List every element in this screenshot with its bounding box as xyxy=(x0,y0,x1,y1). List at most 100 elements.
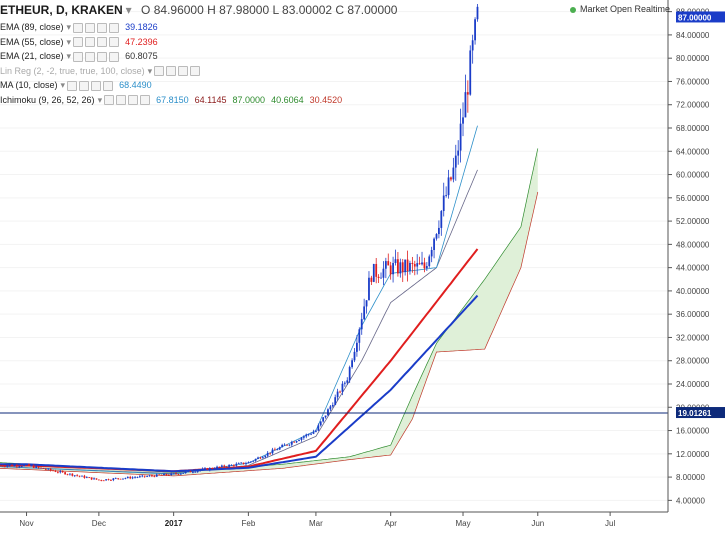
candle-body xyxy=(88,477,91,479)
candle-body xyxy=(83,475,86,478)
candle-body xyxy=(259,457,262,459)
candle-body xyxy=(110,480,112,481)
indicator-menu-icon[interactable]: ▾ xyxy=(60,80,66,90)
settings-icon[interactable] xyxy=(166,66,177,77)
indicator-row: Lin Reg (2, -2, true, true, 100, close) ▾ xyxy=(0,64,397,79)
source-icon[interactable] xyxy=(97,37,108,48)
indicator-name[interactable]: EMA (55, close) xyxy=(0,36,64,47)
close-icon[interactable] xyxy=(109,51,120,62)
indicator-menu-icon[interactable]: ▾ xyxy=(147,65,153,76)
eye-icon[interactable] xyxy=(73,51,84,62)
candle-body xyxy=(237,463,240,464)
source-icon[interactable] xyxy=(97,22,108,33)
x-axis-ticks: Nov Dec 2017 Feb Mar Apr May Jun Jul xyxy=(19,512,615,528)
eye-icon[interactable] xyxy=(73,22,84,33)
eye-icon[interactable] xyxy=(67,80,78,91)
candle-body xyxy=(138,476,141,478)
close-icon[interactable] xyxy=(140,95,151,106)
y-tick-label: 24.00000 xyxy=(676,380,710,389)
candle-body xyxy=(307,434,310,435)
indicator-name[interactable]: EMA (21, close) xyxy=(0,51,64,61)
candle-body xyxy=(257,457,259,459)
indicator-value: 68.4490 xyxy=(119,80,152,90)
candle-body xyxy=(90,477,93,480)
candle-body xyxy=(206,468,209,470)
grid xyxy=(0,11,668,501)
candle-body xyxy=(47,468,50,470)
indicator-name[interactable]: EMA (89, close) xyxy=(0,22,64,32)
last-price-text: 87.00000 xyxy=(678,13,712,22)
indicator-value: 67.8150 xyxy=(156,94,189,105)
candle-body xyxy=(331,404,334,407)
candle-body xyxy=(245,463,247,465)
candle-body xyxy=(122,478,124,480)
candle-body xyxy=(0,465,1,467)
indicator-name[interactable]: Lin Reg (2, -2, true, true, 100, close) xyxy=(0,65,145,76)
candle-body xyxy=(136,477,139,478)
candle-body xyxy=(112,478,115,481)
candle-body xyxy=(28,464,30,466)
y-tick-label: 32.00000 xyxy=(676,333,710,342)
candle-body xyxy=(370,277,373,282)
indicator-menu-icon[interactable]: ▾ xyxy=(66,51,72,61)
candle-body xyxy=(261,457,264,459)
symbol-dropdown-icon[interactable]: ▾ xyxy=(125,3,132,17)
indicator-name[interactable]: MA (10, close) xyxy=(0,80,58,90)
x-tick-label: 2017 xyxy=(165,519,183,528)
indicator-row: EMA (21, close) ▾ 60.8075 xyxy=(0,49,397,64)
indicator-value: 40.6064 xyxy=(271,94,304,105)
candle-body xyxy=(329,406,332,410)
indicator-menu-icon[interactable]: ▾ xyxy=(66,36,72,47)
candle-body xyxy=(372,263,375,282)
candle-body xyxy=(416,263,419,267)
eye-icon[interactable] xyxy=(104,95,115,106)
candle-body xyxy=(141,475,144,477)
x-tick-label: Feb xyxy=(241,519,255,528)
indicator-value: 39.1826 xyxy=(125,22,158,32)
candle-body xyxy=(61,471,64,473)
settings-icon[interactable] xyxy=(79,80,90,91)
candle-body xyxy=(35,466,38,468)
candle-body xyxy=(476,6,479,20)
eye-icon[interactable] xyxy=(73,37,84,48)
close-icon[interactable] xyxy=(109,37,120,48)
source-icon[interactable] xyxy=(178,66,189,77)
candles xyxy=(0,3,479,482)
candle-body xyxy=(319,421,322,426)
source-icon[interactable] xyxy=(91,80,102,91)
senkou-span-b xyxy=(0,191,539,477)
candle-body xyxy=(8,465,11,466)
candle-body xyxy=(358,329,361,343)
y-tick-label: 8.00000 xyxy=(676,473,705,482)
candle-body xyxy=(95,478,98,480)
settings-icon[interactable] xyxy=(85,51,96,62)
candle-body xyxy=(421,262,423,265)
market-status-text: Market Open Realtime xyxy=(579,4,670,14)
candle-body xyxy=(435,234,438,239)
candle-body xyxy=(278,447,281,450)
close-icon[interactable] xyxy=(190,66,201,77)
indicator-name[interactable]: Ichimoku (9, 26, 52, 26) xyxy=(0,94,95,105)
source-icon[interactable] xyxy=(97,51,108,62)
source-icon[interactable] xyxy=(128,95,139,106)
candle-body xyxy=(6,465,9,467)
settings-icon[interactable] xyxy=(85,22,96,33)
candle-body xyxy=(252,460,255,462)
candle-body xyxy=(356,342,358,352)
indicator-menu-icon[interactable]: ▾ xyxy=(97,94,103,105)
settings-icon[interactable] xyxy=(85,37,96,48)
candle-body xyxy=(199,470,202,471)
y-tick-label: 64.00000 xyxy=(676,147,710,156)
y-tick-label: 76.00000 xyxy=(676,77,710,86)
candle-body xyxy=(346,380,349,383)
close-icon[interactable] xyxy=(109,22,120,33)
candle-body xyxy=(305,434,308,437)
settings-icon[interactable] xyxy=(116,95,127,106)
close-icon[interactable] xyxy=(103,80,114,91)
eye-icon[interactable] xyxy=(154,66,165,77)
candle-body xyxy=(192,472,194,473)
indicator-menu-icon[interactable]: ▾ xyxy=(66,22,72,32)
candle-body xyxy=(254,458,257,461)
hline-price-text: 19.01261 xyxy=(678,409,712,418)
symbol-title[interactable]: ETHEUR, D, KRAKEN xyxy=(0,3,123,17)
